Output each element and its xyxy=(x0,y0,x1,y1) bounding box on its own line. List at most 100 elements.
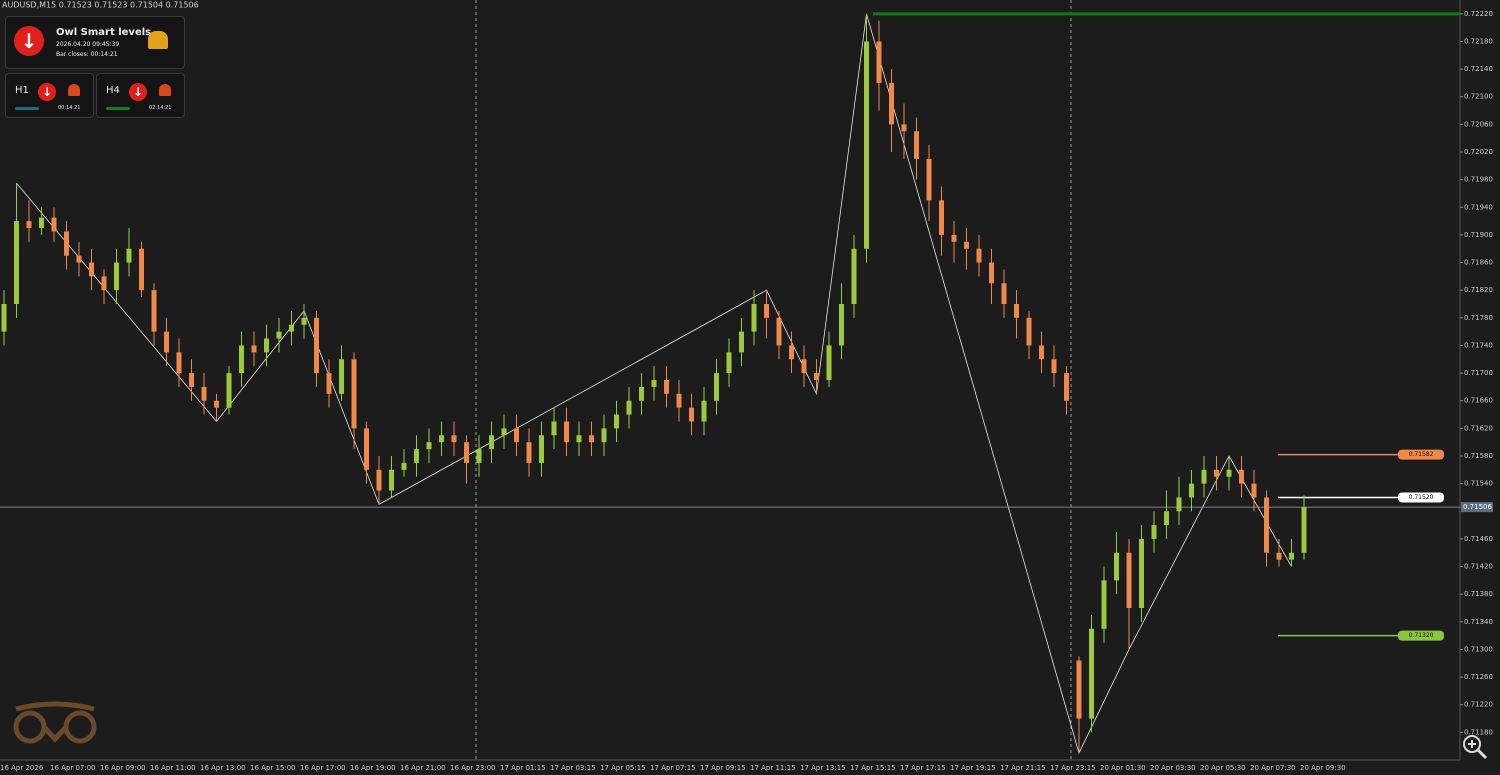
candle-body xyxy=(1151,525,1157,539)
h4-panel[interactable]: H4 ↓ 02:14:21 xyxy=(96,73,185,118)
candle-body xyxy=(1251,483,1257,498)
candle-body xyxy=(489,435,494,450)
alarm-icon[interactable] xyxy=(159,84,171,96)
candle-body xyxy=(1039,345,1044,360)
y-tick-label: 0.72180 xyxy=(1464,37,1493,45)
alarm-icon[interactable] xyxy=(68,84,80,96)
x-tick-label: 17 Apr 09:15 xyxy=(700,764,746,772)
candle-body xyxy=(589,435,594,443)
candle-body xyxy=(514,428,519,443)
candle-body xyxy=(526,442,532,463)
x-tick-label: 16 Apr 17:00 xyxy=(300,764,346,772)
x-tick-label: 16 Apr 09:00 xyxy=(100,764,146,772)
candle-body xyxy=(476,449,482,463)
candle-body xyxy=(664,380,669,394)
candle-body xyxy=(1301,507,1307,553)
y-tick-label: 0.71580 xyxy=(1464,452,1493,460)
candle-body xyxy=(1114,552,1119,581)
h1-panel[interactable]: H1 ↓ 00:14:21 xyxy=(5,73,94,118)
candle-body xyxy=(789,345,794,360)
candle-body xyxy=(989,262,994,284)
candle-body xyxy=(289,324,294,332)
x-tick-label: 17 Apr 13:15 xyxy=(800,764,846,772)
x-tick-label: 17 Apr 21:15 xyxy=(1000,764,1046,772)
level-tag xyxy=(1398,449,1444,460)
candle-body xyxy=(564,421,569,443)
candle-body xyxy=(689,407,694,422)
candle-body xyxy=(1026,317,1032,346)
candle-body xyxy=(876,41,882,83)
y-tick-label: 0.71420 xyxy=(1464,563,1493,571)
candle-body xyxy=(114,262,119,291)
candle-body xyxy=(576,435,582,443)
candle-body xyxy=(1126,552,1132,608)
owl-panel[interactable]: ↓ Owl Smart levels 2026.04.20 09:45:39 B… xyxy=(5,16,185,69)
tf-label: H4 xyxy=(106,85,120,96)
candle-body xyxy=(614,414,619,429)
candle-body xyxy=(89,262,94,277)
x-tick-label: 16 Apr 21:00 xyxy=(400,764,446,772)
candle-body xyxy=(864,41,869,249)
candle-body xyxy=(701,400,707,422)
candle-body xyxy=(626,400,632,415)
y-tick-label: 0.71820 xyxy=(1464,286,1493,294)
candle-body xyxy=(101,276,107,291)
candle-body xyxy=(264,338,269,353)
level-tag xyxy=(1398,492,1444,503)
candle-body xyxy=(889,82,894,125)
candle-body xyxy=(1189,483,1194,498)
candle-body xyxy=(714,373,719,401)
x-tick-label: 20 Apr 01:30 xyxy=(1100,764,1146,772)
x-tick-label: 16 Apr 19:00 xyxy=(350,764,396,772)
y-tick-label: 0.71380 xyxy=(1464,590,1493,598)
alarm-icon[interactable] xyxy=(148,31,168,49)
candle-body xyxy=(814,373,819,380)
candle-body xyxy=(639,386,644,401)
candle-body xyxy=(351,359,357,429)
candle-body xyxy=(301,317,307,325)
candle-body xyxy=(939,200,944,235)
owl-logo xyxy=(13,701,97,744)
candle-body xyxy=(39,217,44,228)
candle-body xyxy=(1289,552,1294,560)
candle-body xyxy=(64,231,69,256)
y-tick-label: 0.72100 xyxy=(1464,93,1493,101)
panel-title: Owl Smart levels xyxy=(56,27,152,38)
y-tick-label: 0.71740 xyxy=(1464,341,1493,349)
candle-body xyxy=(551,421,557,436)
panel-bar-close: Bar closes: 00:14:21 xyxy=(56,51,118,58)
candle-body xyxy=(1139,538,1144,608)
candle-body xyxy=(189,373,194,387)
candle-body xyxy=(139,248,144,291)
candle-body xyxy=(389,469,394,491)
candle-body xyxy=(239,345,244,374)
y-tick-label: 0.71780 xyxy=(1464,314,1493,322)
candle-body xyxy=(126,248,132,263)
chart-title: AUDUSD,M15 0.71523 0.71523 0.71504 0.715… xyxy=(2,1,199,10)
candle-body xyxy=(314,317,319,374)
candle-body xyxy=(601,428,607,443)
candle-body xyxy=(751,304,757,332)
candle-body xyxy=(76,255,82,263)
candle-body xyxy=(176,352,182,374)
candle-body xyxy=(326,373,332,394)
zoom-icon[interactable] xyxy=(1463,735,1488,760)
level-label: 0.71582 xyxy=(1409,451,1434,458)
y-tick-label: 0.72220 xyxy=(1464,10,1493,18)
tf-label: H1 xyxy=(15,85,29,96)
progress xyxy=(15,107,39,110)
candle-body xyxy=(276,331,282,339)
y-tick-label: 0.71700 xyxy=(1464,369,1493,377)
x-tick-label: 17 Apr 19:15 xyxy=(950,764,996,772)
candle-body xyxy=(726,352,732,374)
candle-body xyxy=(201,386,207,401)
candle-body xyxy=(676,393,682,408)
y-tick-label: 0.71180 xyxy=(1464,728,1493,736)
candle-body xyxy=(439,435,444,443)
y-tick-label: 0.72140 xyxy=(1464,65,1493,73)
level-label: 0.71320 xyxy=(1409,632,1434,639)
candle-body xyxy=(14,221,19,304)
candle-body xyxy=(1064,373,1069,401)
candle-body xyxy=(1,304,7,332)
